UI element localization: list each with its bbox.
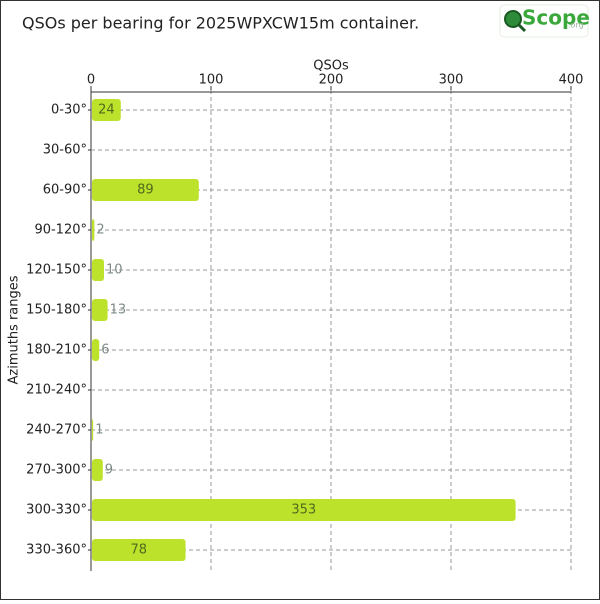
x-tick-label: 400 xyxy=(559,73,584,88)
y-tick-label: 120-150° xyxy=(26,263,87,278)
bar xyxy=(92,339,100,361)
y-tick-label: 30-60° xyxy=(43,143,87,158)
x-tick-label: 0 xyxy=(87,73,95,88)
value-label: 13 xyxy=(110,303,127,318)
bar xyxy=(92,259,104,281)
bar xyxy=(92,99,121,121)
value-label: 78 xyxy=(131,543,148,558)
x-tick-label: 300 xyxy=(439,73,464,88)
bar xyxy=(92,219,95,241)
bar xyxy=(92,499,516,521)
value-label: 24 xyxy=(98,103,115,118)
y-tick-label: 300-330° xyxy=(26,503,87,518)
logo: Scope .org xyxy=(499,4,590,38)
logo-globe xyxy=(504,10,522,28)
value-label: 9 xyxy=(105,463,113,478)
value-label: 89 xyxy=(137,183,154,198)
y-tick-label: 180-210° xyxy=(26,343,87,358)
y-tick-label: 90-120° xyxy=(34,223,87,238)
bar xyxy=(92,419,94,441)
x-tick-label: 100 xyxy=(199,73,224,88)
value-label: 2 xyxy=(96,223,104,238)
value-label: 10 xyxy=(106,263,123,278)
bar xyxy=(92,459,103,481)
y-tick-label: 240-270° xyxy=(26,423,87,438)
logo-text: Scope xyxy=(522,6,590,30)
y-tick-label: 330-360° xyxy=(26,543,87,558)
y-tick-label: 150-180° xyxy=(26,303,87,318)
bar xyxy=(92,539,186,561)
chart-title: QSOs per bearing for 2025WPXCW15m contai… xyxy=(22,14,419,33)
bar xyxy=(92,299,108,321)
bar xyxy=(92,179,199,201)
y-axis-label: Azimuths ranges xyxy=(7,275,22,384)
y-tick-label: 0-30° xyxy=(51,103,87,118)
y-tick-label: 270-300° xyxy=(26,463,87,478)
value-label: 6 xyxy=(101,343,109,358)
y-tick-label: 210-240° xyxy=(26,383,87,398)
y-tick-label: 60-90° xyxy=(43,183,87,198)
x-axis-label: QSOs xyxy=(313,59,349,74)
x-tick-label: 200 xyxy=(319,73,344,88)
value-label: 1 xyxy=(95,423,103,438)
value-label: 353 xyxy=(291,503,316,518)
logo-handle xyxy=(516,22,527,33)
logo-suffix: .org xyxy=(568,21,584,30)
